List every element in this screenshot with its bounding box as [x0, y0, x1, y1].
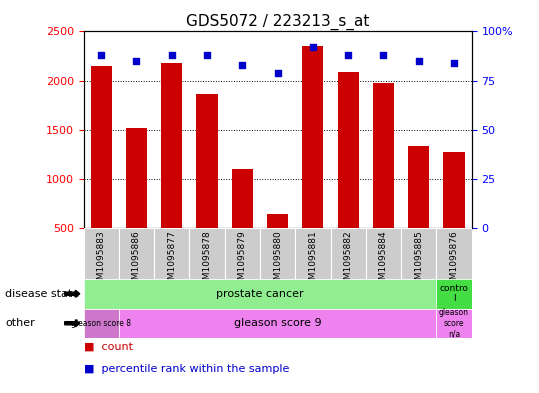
Bar [119, 309, 437, 338]
Point [450, 60, 458, 66]
Text: GSM1095878: GSM1095878 [203, 230, 211, 291]
Bar [91, 66, 112, 277]
Bar [119, 228, 154, 279]
Point [97, 52, 106, 58]
Text: GSM1095877: GSM1095877 [167, 230, 176, 291]
Text: GSM1095882: GSM1095882 [344, 230, 353, 291]
Text: GSM1095876: GSM1095876 [450, 230, 459, 291]
Bar [267, 214, 288, 277]
Bar [84, 309, 119, 338]
Point [203, 52, 211, 58]
Bar [84, 228, 119, 279]
Bar [189, 228, 225, 279]
Bar [330, 228, 366, 279]
Title: GDS5072 / 223213_s_at: GDS5072 / 223213_s_at [186, 14, 369, 30]
Bar [161, 63, 182, 277]
Point [379, 52, 388, 58]
Bar [260, 228, 295, 279]
Bar [437, 228, 472, 279]
Text: contro
l: contro l [439, 284, 468, 303]
Bar [408, 147, 429, 277]
Bar [126, 128, 147, 277]
Text: GSM1095886: GSM1095886 [132, 230, 141, 291]
Text: disease state: disease state [5, 289, 80, 299]
Point [414, 58, 423, 64]
Text: gleason score 8: gleason score 8 [71, 319, 131, 328]
Point [344, 52, 353, 58]
Bar [154, 228, 189, 279]
Text: GSM1095883: GSM1095883 [96, 230, 106, 291]
Point [238, 62, 247, 68]
Text: gleason
score
n/a: gleason score n/a [439, 309, 469, 338]
Point [132, 58, 141, 64]
Bar [337, 72, 359, 277]
Text: GSM1095881: GSM1095881 [308, 230, 317, 291]
Text: GSM1095879: GSM1095879 [238, 230, 247, 291]
Point [168, 52, 176, 58]
Bar [232, 169, 253, 277]
Bar [444, 152, 465, 277]
Text: GSM1095885: GSM1095885 [414, 230, 423, 291]
Bar [302, 46, 323, 277]
Text: prostate cancer: prostate cancer [216, 289, 304, 299]
Bar [401, 228, 437, 279]
Text: GSM1095880: GSM1095880 [273, 230, 282, 291]
Text: ■  percentile rank within the sample: ■ percentile rank within the sample [84, 364, 289, 373]
Bar [366, 228, 401, 279]
Text: gleason score 9: gleason score 9 [234, 318, 321, 328]
Point [273, 70, 282, 76]
Bar [437, 279, 472, 309]
Bar [437, 309, 472, 338]
Text: GSM1095884: GSM1095884 [379, 230, 388, 291]
Bar [196, 94, 218, 277]
Bar [295, 228, 330, 279]
Text: other: other [5, 318, 35, 328]
Text: ■  count: ■ count [84, 342, 133, 352]
Bar [225, 228, 260, 279]
Point [308, 44, 317, 50]
Bar [373, 83, 394, 277]
